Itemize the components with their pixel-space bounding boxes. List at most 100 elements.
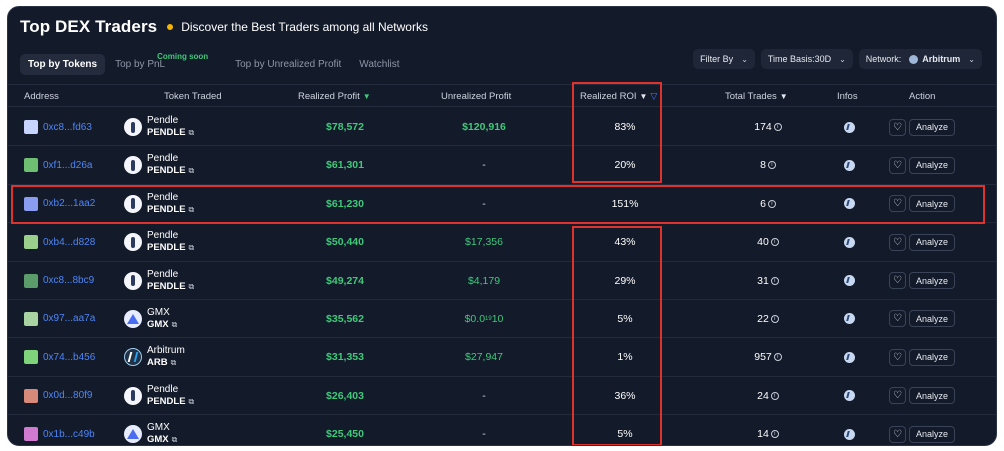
table-row: 0xb4...d828 Pendle PENDLE ⧉ $50,440 $17,3… <box>8 223 996 262</box>
analyze-button[interactable]: Analyze <box>909 195 956 213</box>
total-trades: 22 i <box>743 300 793 338</box>
info-icon[interactable]: i <box>773 123 782 131</box>
analyze-button[interactable]: Analyze <box>909 425 956 443</box>
info-icon[interactable]: i <box>773 353 782 362</box>
token-symbol-label: PENDLE <box>147 242 186 254</box>
trader-address-link[interactable]: 0x0d...80f9 <box>43 390 93 402</box>
analyze-button[interactable]: Analyze <box>909 233 956 251</box>
token-symbol: PENDLE ⧉ <box>147 127 194 139</box>
col-unrealized-profit[interactable]: Unrealized Profit <box>441 91 512 102</box>
trader-address-link[interactable]: 0xf1...d26a <box>43 159 93 171</box>
analyze-button[interactable]: Analyze <box>909 118 956 136</box>
avatar <box>24 311 38 326</box>
arbitrum-info-icon[interactable] <box>843 390 855 402</box>
network-dropdown[interactable]: Network: Arbitrum ⌄ <box>858 49 982 69</box>
analyze-button[interactable]: Analyze <box>909 272 956 290</box>
table-body: 0xc8...fd63 Pendle PENDLE ⧉ $78,572 $120,… <box>8 108 996 446</box>
tab-top-by-tokens[interactable]: Top by Tokens <box>20 53 106 75</box>
arbitrum-info-icon[interactable] <box>843 236 855 248</box>
col-realized-profit-label: Realized Profit <box>298 91 360 102</box>
tab-watchlist[interactable]: Watchlist <box>359 58 400 70</box>
tab-top-by-pnl[interactable]: Top by PnL Coming soon <box>107 52 208 75</box>
analyze-button[interactable]: Analyze <box>909 387 956 405</box>
token-symbol-label: ARB <box>147 357 168 369</box>
info-icon[interactable]: i <box>770 238 779 247</box>
trader-address-link[interactable]: 0xb2...1aa2 <box>43 198 96 210</box>
trader-address-link[interactable]: 0xb4...d828 <box>43 236 96 248</box>
watchlist-heart-button[interactable]: ♡ <box>889 233 906 251</box>
token-cell: Pendle PENDLE ⧉ <box>124 262 194 300</box>
watchlist-heart-button[interactable]: ♡ <box>889 348 906 366</box>
external-link-icon[interactable]: ⧉ <box>188 128 195 137</box>
info-icon[interactable]: i <box>767 199 776 208</box>
arbitrum-info-icon[interactable] <box>843 121 855 133</box>
action-cell: ♡ Analyze <box>889 415 956 445</box>
filter-funnel-icon[interactable]: ▽ <box>650 91 658 101</box>
token-symbol-label: GMX <box>147 434 169 446</box>
total-trades-value: 31 <box>757 274 769 287</box>
analyze-button[interactable]: Analyze <box>909 348 956 366</box>
arbitrum-info-icon[interactable] <box>843 198 855 210</box>
info-icon[interactable]: i <box>767 161 776 170</box>
token-symbol: PENDLE ⧉ <box>147 242 194 254</box>
info-icon[interactable]: i <box>770 276 779 285</box>
analyze-button[interactable]: Analyze <box>909 310 956 328</box>
token-symbol-label: PENDLE <box>147 203 186 215</box>
unrealized-profit-prefix: $0.0 <box>464 312 486 325</box>
arbitrum-info-icon[interactable] <box>843 428 855 440</box>
external-link-icon[interactable]: ⧉ <box>188 281 195 291</box>
external-link-icon[interactable]: ⧉ <box>188 204 195 214</box>
external-link-icon[interactable]: ⧉ <box>171 319 178 329</box>
avatar <box>24 427 38 442</box>
filter-by-dropdown[interactable]: Filter By ⌄ <box>693 49 755 69</box>
tab-top-by-unrealized-profit[interactable]: Top by Unrealized Profit <box>235 58 342 70</box>
watchlist-heart-button[interactable]: ♡ <box>889 156 906 174</box>
token-name: Pendle <box>147 153 179 165</box>
time-basis-dropdown[interactable]: Time Basis:30D ⌄ <box>760 49 853 69</box>
col-realized-roi-label: Realized ROI <box>580 91 637 102</box>
trader-address-link[interactable]: 0xc8...8bc9 <box>43 275 95 287</box>
info-icon[interactable]: i <box>770 430 779 439</box>
col-action: Action <box>909 91 936 102</box>
info-icon[interactable]: i <box>770 314 779 323</box>
token-symbol: ARB ⧉ <box>147 357 185 369</box>
realized-profit: $26,403 <box>326 389 364 402</box>
watchlist-heart-button[interactable]: ♡ <box>889 195 906 213</box>
chevron-down-icon: ⌄ <box>839 54 846 64</box>
col-realized-roi[interactable]: Realized ROI ▼ ▽ <box>580 91 657 102</box>
col-realized-profit[interactable]: Realized Profit ▼ <box>298 91 371 102</box>
token-name: Pendle <box>147 115 179 126</box>
trader-address-link[interactable]: 0x97...aa7a <box>43 313 96 325</box>
realized-roi: 151% <box>611 197 639 210</box>
network-label: Network: <box>865 54 902 64</box>
trader-address-link[interactable]: 0x1b...c49b <box>43 428 95 440</box>
watchlist-heart-button[interactable]: ♡ <box>889 425 906 443</box>
external-link-icon[interactable]: ⧉ <box>188 166 195 176</box>
col-total-trades[interactable]: Total Trades ▼ <box>725 91 788 102</box>
watchlist-heart-button[interactable]: ♡ <box>889 310 906 328</box>
traders-panel: Top DEX Traders Discover the Best Trader… <box>7 6 997 446</box>
arbitrum-info-icon[interactable] <box>843 159 855 171</box>
watchlist-heart-button[interactable]: ♡ <box>889 387 906 405</box>
pendle-icon <box>124 233 142 252</box>
realized-profit: $61,301 <box>326 159 364 172</box>
arbitrum-info-icon[interactable] <box>843 313 855 325</box>
realized-profit: $78,572 <box>326 121 364 133</box>
avatar <box>24 273 38 288</box>
token-name: Pendle <box>147 383 179 395</box>
trader-address-link[interactable]: 0x74...b456 <box>43 351 96 363</box>
analyze-button[interactable]: Analyze <box>909 156 956 174</box>
gmx-icon <box>124 309 142 328</box>
arbitrum-info-icon[interactable] <box>843 275 855 287</box>
sort-desc-icon: ▼ <box>639 92 648 101</box>
token-symbol-label: GMX <box>147 318 169 330</box>
arbitrum-info-icon[interactable] <box>843 351 855 363</box>
info-icon[interactable]: i <box>770 391 779 400</box>
watchlist-heart-button[interactable]: ♡ <box>889 118 906 136</box>
external-link-icon[interactable]: ⧉ <box>188 243 195 253</box>
external-link-icon[interactable]: ⧉ <box>170 358 177 368</box>
trader-address-link[interactable]: 0xc8...fd63 <box>43 121 92 133</box>
external-link-icon[interactable]: ⧉ <box>188 396 195 406</box>
watchlist-heart-button[interactable]: ♡ <box>889 272 906 290</box>
external-link-icon[interactable]: ⧉ <box>171 435 178 445</box>
